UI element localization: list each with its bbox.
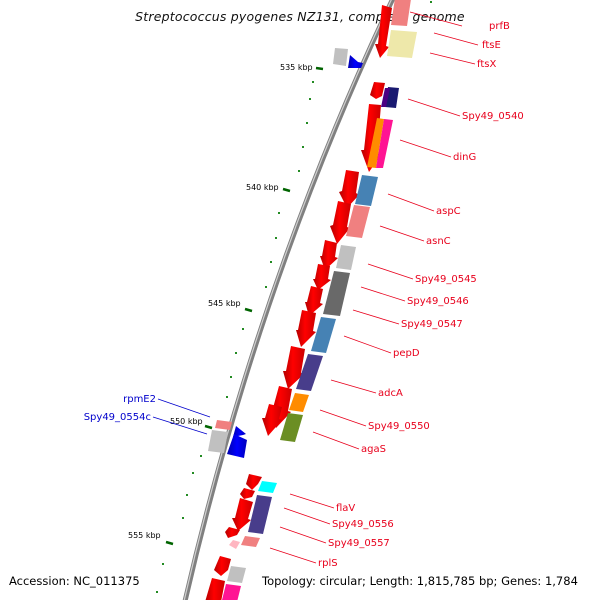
gene-label-rplS: rplS bbox=[318, 558, 338, 569]
ruler-dots bbox=[156, 1, 432, 593]
cds-arrow bbox=[348, 55, 363, 68]
gene-label-dinG: dinG bbox=[453, 152, 476, 163]
gene-label-asnC: asnC bbox=[426, 236, 451, 247]
tick-label: 545 kbp bbox=[208, 299, 241, 308]
cds-arrow bbox=[330, 201, 351, 244]
gene-label-adcA: adcA bbox=[378, 388, 403, 399]
tick-label: 555 kbp bbox=[128, 531, 161, 540]
gene-label-prfB: prfB bbox=[489, 21, 510, 32]
cds-arrow bbox=[233, 426, 246, 437]
forward-cds-track bbox=[205, 5, 392, 600]
reverse-gene-labels: rpmE2 Spy49_0554c bbox=[84, 394, 156, 423]
accession-text: Accession: NC_011375 bbox=[9, 574, 140, 588]
cds-arrow bbox=[262, 404, 282, 436]
gene-label-ftsE: ftsE bbox=[482, 40, 501, 51]
topology-text: Topology: circular; Length: 1,815,785 bp… bbox=[262, 574, 578, 588]
gene-label-pepD: pepD bbox=[393, 348, 420, 359]
backbone bbox=[182, 0, 396, 600]
gene-label-Spy49_0540: Spy49_0540 bbox=[462, 111, 524, 122]
gene-label-Spy49_0557: Spy49_0557 bbox=[328, 538, 390, 549]
gene-label-ftsX: ftsX bbox=[477, 59, 496, 70]
cds-arrow bbox=[283, 346, 305, 389]
forward-gene-labels: prfB ftsE ftsX Spy49_0540 dinG aspC asnC… bbox=[318, 21, 524, 569]
gene-label-Spy49_0556: Spy49_0556 bbox=[332, 519, 394, 530]
cds-arrow bbox=[313, 264, 331, 290]
tick-label: 535 kbp bbox=[280, 63, 313, 72]
gene-label-Spy49_0546: Spy49_0546 bbox=[407, 296, 469, 307]
gene-label-Spy49_0545: Spy49_0545 bbox=[415, 274, 477, 285]
cds-arrow bbox=[232, 498, 253, 531]
cds-arrow bbox=[246, 474, 262, 490]
cds-arrow bbox=[296, 310, 316, 347]
leader-lines-reverse bbox=[152, 398, 211, 435]
cds-arrow bbox=[227, 434, 247, 458]
cog-track bbox=[222, 0, 417, 600]
cds-arrow bbox=[205, 578, 225, 600]
gene-label-agaS: agaS bbox=[361, 444, 386, 455]
gene-label-Spy49_0554c: Spy49_0554c bbox=[84, 412, 151, 423]
reverse-cds-track bbox=[208, 48, 363, 458]
gene-label-aspC: aspC bbox=[436, 206, 461, 217]
cds-arrow bbox=[339, 170, 359, 208]
tick-label: 540 kbp bbox=[246, 183, 279, 192]
gene-label-Spy49_0550: Spy49_0550 bbox=[368, 421, 430, 432]
cds-arrow bbox=[225, 527, 240, 538]
cds-arrow bbox=[305, 286, 323, 316]
gene-label-flaV: flaV bbox=[336, 503, 355, 514]
cds-arrow bbox=[214, 556, 231, 576]
cds-arrow bbox=[370, 82, 385, 99]
leader-lines-forward bbox=[269, 11, 479, 564]
tick-label: 550 kbp bbox=[170, 417, 203, 426]
cds-arrow bbox=[320, 240, 338, 270]
cds-arrow bbox=[240, 488, 255, 499]
gene-label-rpmE2: rpmE2 bbox=[123, 394, 156, 405]
ruler-ticks bbox=[165, 66, 324, 546]
gene-label-Spy49_0547: Spy49_0547 bbox=[401, 319, 463, 330]
cds-arrow bbox=[375, 5, 392, 58]
